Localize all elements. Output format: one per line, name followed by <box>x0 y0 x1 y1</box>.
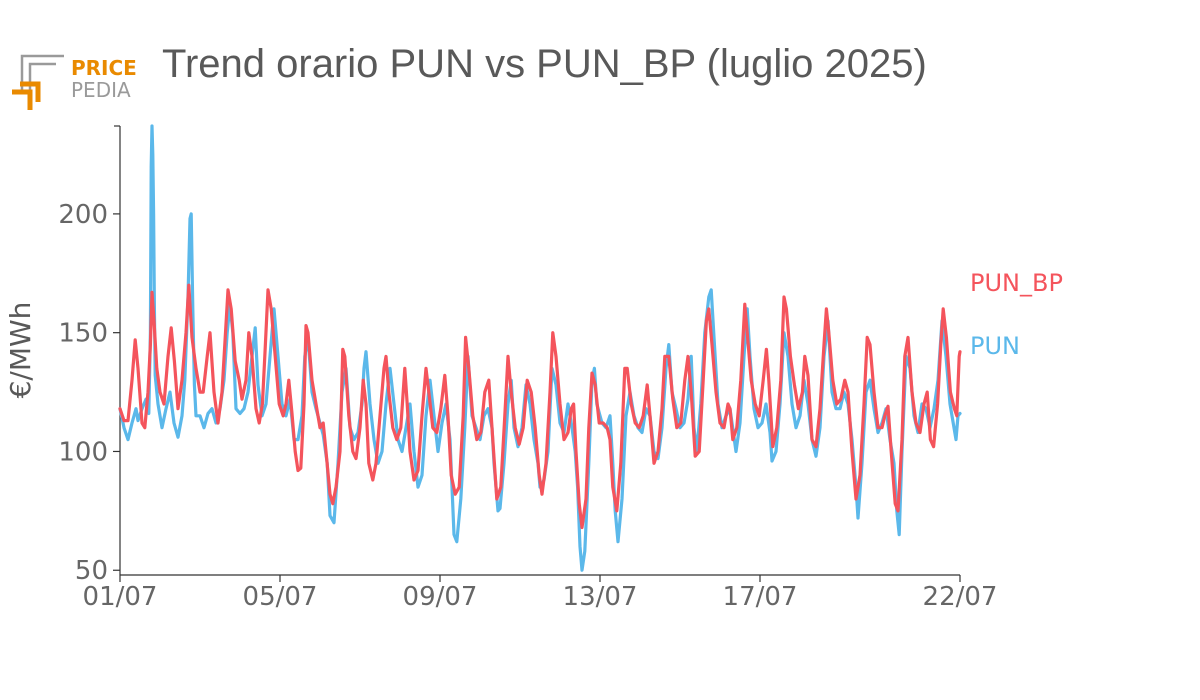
chart-axes <box>113 125 961 582</box>
x-tick-label: 01/07 <box>83 582 158 612</box>
series-lines <box>118 124 962 572</box>
y-tick-label: 100 <box>58 437 108 467</box>
logo-mark <box>12 54 64 110</box>
series-label-pun-bp: PUN_BP <box>970 269 1063 297</box>
series-label-pun: PUN <box>970 332 1020 360</box>
logo-text-bottom: PEDIA <box>71 78 131 102</box>
y-tick-label: 150 <box>58 319 108 349</box>
x-tick-label: 22/07 <box>923 582 998 612</box>
x-tick-label: 05/07 <box>243 582 318 612</box>
x-tick-label: 17/07 <box>723 582 798 612</box>
x-tick-labels: 01/07 05/07 09/07 13/07 17/07 22/07 <box>83 582 998 612</box>
y-tick-labels: 50 100 150 200 <box>58 200 108 586</box>
y-tick-label: 200 <box>58 200 108 230</box>
x-tick-label: 09/07 <box>403 582 478 612</box>
series-line-pun-bp <box>118 283 962 530</box>
series-line-pun <box>118 124 962 572</box>
chart-title: Trend orario PUN vs PUN_BP (luglio 2025) <box>162 42 927 86</box>
logo-text-top: PRICE <box>71 56 137 80</box>
x-tick-label: 13/07 <box>563 582 638 612</box>
y-axis-title: €/MWh <box>4 302 37 399</box>
y-tick-label: 50 <box>75 556 108 586</box>
pricepedia-logo: PRICE PEDIA <box>8 50 143 118</box>
